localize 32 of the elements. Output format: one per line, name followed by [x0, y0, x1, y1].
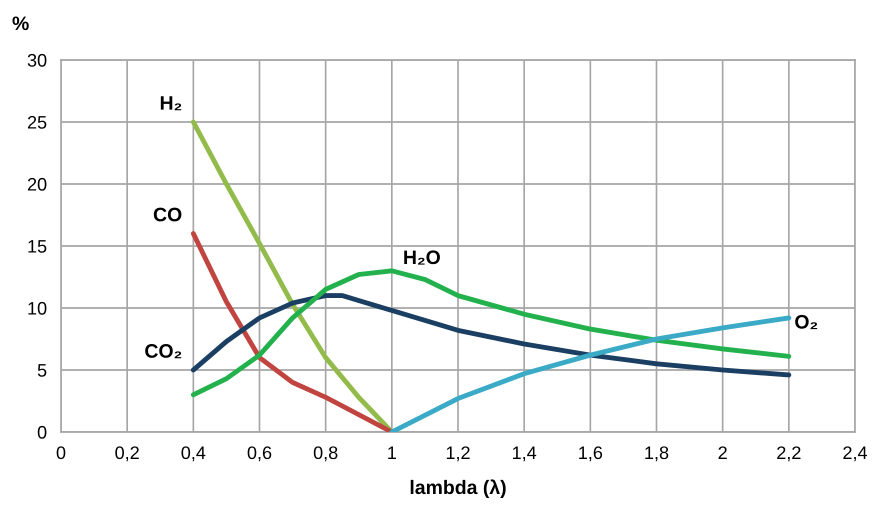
x-tick-label: 0 — [56, 446, 66, 460]
series-label: CO₂ — [145, 344, 182, 358]
x-tick-label: 0,2 — [115, 446, 139, 462]
x-tick-label: 0,4 — [181, 446, 206, 462]
x-tick-label: 1,2 — [446, 446, 470, 462]
y-tick-label: 5 — [38, 364, 46, 377]
x-tick-label: 0,8 — [314, 446, 338, 462]
line-series — [190, 231, 394, 432]
y-tick-label: 15 — [28, 240, 46, 253]
x-tick-label: 1 — [388, 446, 396, 459]
x-tick-label: 1,4 — [512, 446, 536, 462]
x-tick-label: 1,8 — [645, 446, 668, 462]
series-label: H₂ — [160, 96, 182, 110]
x-tick-label: 2,4 — [843, 446, 868, 462]
y-tick-label: 25 — [28, 116, 46, 129]
y-axis-title: % — [12, 16, 29, 30]
x-tick-label: 2,2 — [777, 446, 800, 462]
x-tick-label: 1,6 — [579, 446, 602, 462]
series-label: O₂ — [795, 314, 818, 330]
x-tick-label: 0,6 — [248, 446, 272, 462]
y-tick-label: 0 — [38, 426, 46, 439]
x-tick-label: 2 — [718, 446, 727, 459]
line-series — [190, 120, 394, 432]
y-tick-label: 10 — [28, 302, 46, 315]
series-label: H₂O — [404, 250, 440, 265]
line-series — [190, 268, 792, 398]
line-series — [389, 315, 792, 432]
x-axis-title: lambda (λ) — [410, 479, 506, 498]
line-series — [190, 293, 792, 378]
series-label: CO — [154, 208, 182, 222]
y-tick-label: 20 — [28, 178, 46, 191]
y-tick-label: 30 — [28, 54, 46, 67]
